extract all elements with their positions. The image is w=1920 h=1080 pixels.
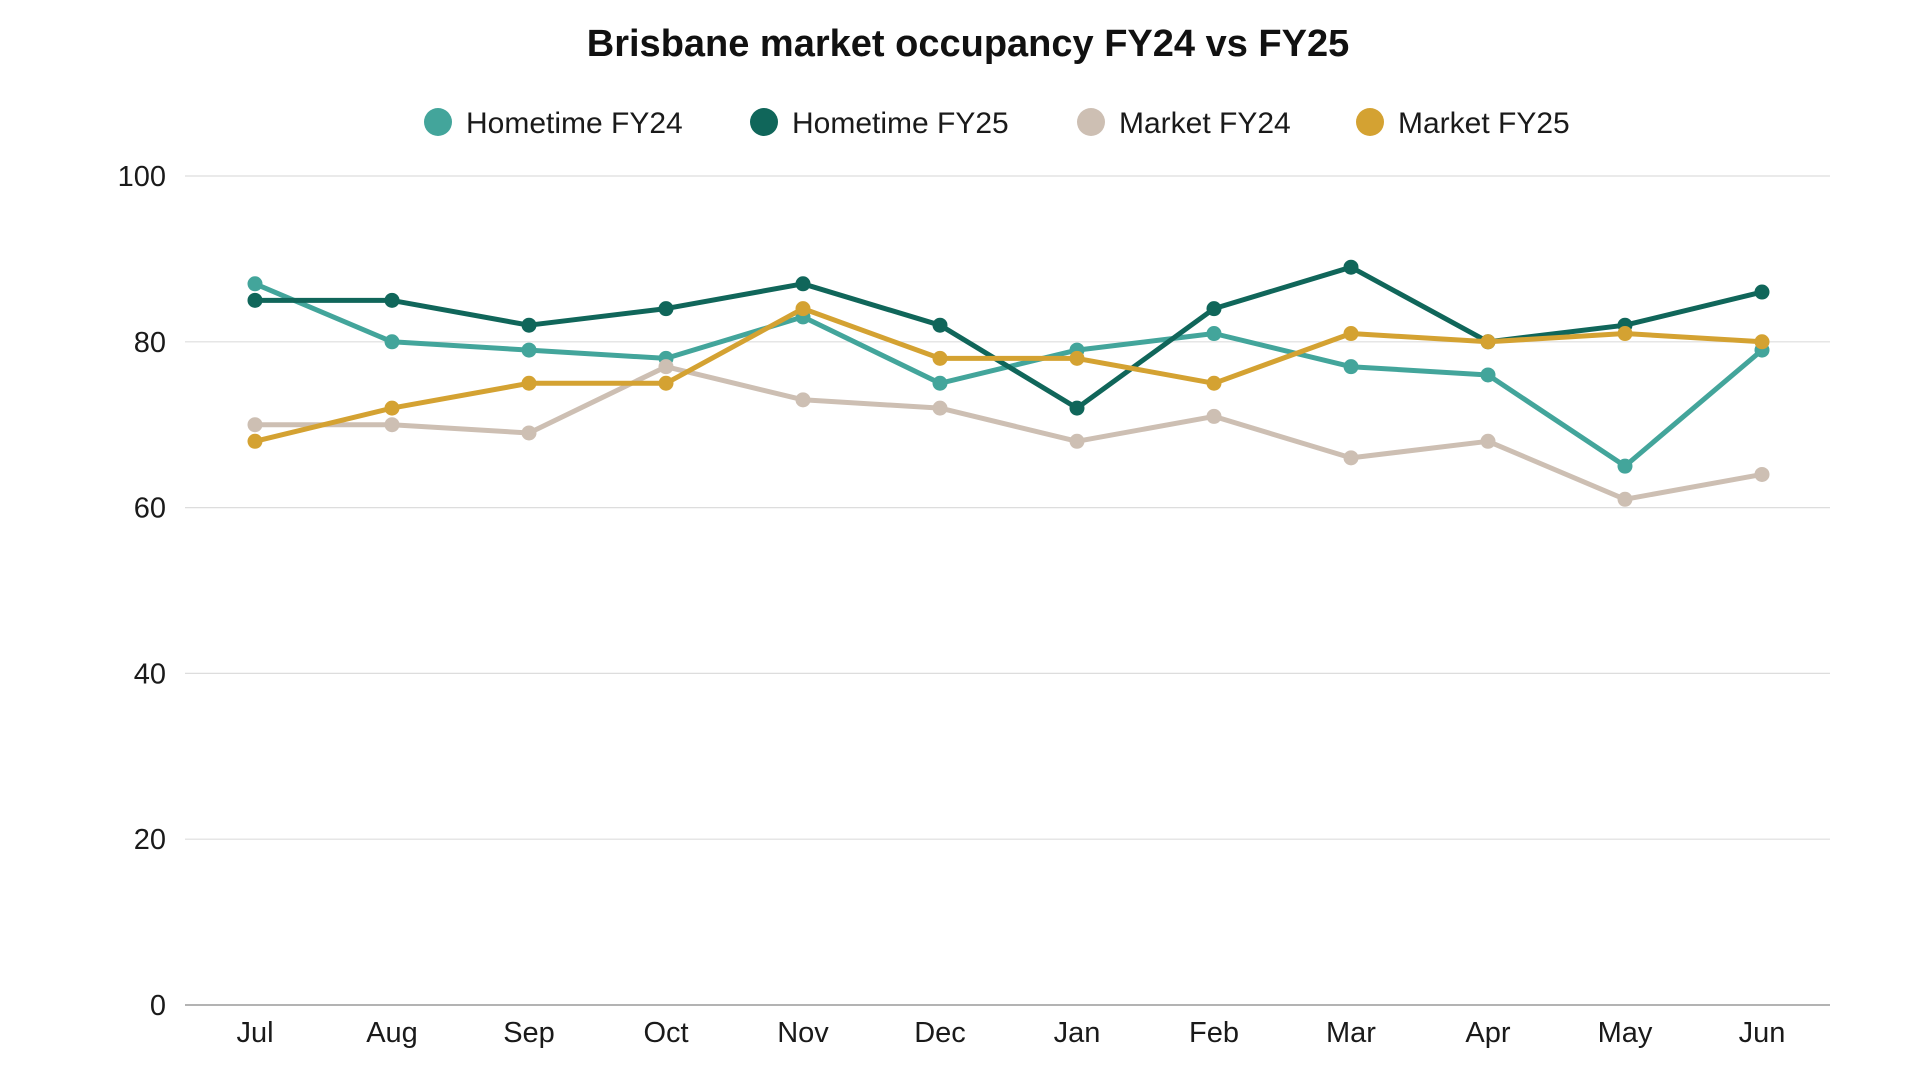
x-tick-label: Jul <box>236 1017 273 1049</box>
x-axis-ticks: Jul Aug Sep Oct Nov Dec Jan Feb Mar Apr May Jun <box>236 1017 1785 1049</box>
data-point <box>1617 458 1633 474</box>
x-tick-label: Oct <box>643 1017 688 1049</box>
legend-label: Hometime FY25 <box>792 107 1009 140</box>
data-point <box>1617 491 1633 507</box>
y-tick-label: 60 <box>134 493 166 525</box>
series-line <box>252 364 1765 502</box>
series <box>247 301 1770 449</box>
legend-item: Hometime FY24 <box>424 107 683 140</box>
x-tick-label: Aug <box>366 1017 418 1049</box>
data-point <box>247 417 263 433</box>
data-point <box>1480 334 1496 350</box>
x-tick-label: Jan <box>1054 1017 1101 1049</box>
data-point <box>1343 326 1359 342</box>
y-tick-label: 40 <box>134 658 166 690</box>
y-axis-ticks: 0 20 40 60 80 100 <box>118 161 166 1022</box>
legend-label: Market FY25 <box>1398 107 1570 140</box>
series <box>247 359 1770 507</box>
data-point <box>1069 350 1085 366</box>
chart-legend: Hometime FY24 Hometime FY25 Market FY24 Mar… <box>424 107 1570 140</box>
data-point <box>521 425 537 441</box>
series-group <box>247 259 1770 507</box>
data-point <box>932 400 948 416</box>
series <box>247 276 1770 474</box>
y-gridlines <box>185 175 1830 1006</box>
x-tick-label: Sep <box>503 1017 555 1049</box>
y-tick-label: 80 <box>134 327 166 359</box>
chart-title: Brisbane market occupancy FY24 vs FY25 <box>587 23 1349 65</box>
data-point <box>1069 433 1085 449</box>
data-point <box>1480 433 1496 449</box>
data-point <box>658 359 674 375</box>
data-point <box>384 334 400 350</box>
data-point <box>932 375 948 391</box>
x-tick-label: Jun <box>1739 1017 1786 1049</box>
data-point <box>1480 367 1496 383</box>
data-point <box>247 276 263 292</box>
data-point <box>1343 259 1359 275</box>
data-point <box>247 433 263 449</box>
legend-marker <box>1077 108 1105 136</box>
x-tick-label: Dec <box>914 1017 966 1049</box>
x-tick-label: Apr <box>1465 1017 1510 1049</box>
legend-marker <box>750 108 778 136</box>
data-point <box>521 375 537 391</box>
data-point <box>1343 359 1359 375</box>
data-point <box>658 301 674 317</box>
x-tick-label: Nov <box>777 1017 829 1049</box>
data-point <box>795 392 811 408</box>
data-point <box>1206 408 1222 424</box>
data-point <box>247 292 263 308</box>
data-point <box>1754 334 1770 350</box>
data-point <box>521 317 537 333</box>
data-point <box>1206 326 1222 342</box>
data-point <box>1617 326 1633 342</box>
y-tick-label: 100 <box>118 161 166 193</box>
legend-item: Hometime FY25 <box>750 107 1009 140</box>
legend-marker <box>424 108 452 136</box>
series-line <box>252 281 1765 469</box>
data-point <box>658 375 674 391</box>
data-point <box>1343 450 1359 466</box>
data-point <box>384 292 400 308</box>
y-tick-label: 20 <box>134 824 166 856</box>
data-point <box>1754 466 1770 482</box>
data-point <box>521 342 537 358</box>
data-point <box>1754 284 1770 300</box>
legend-label: Market FY24 <box>1119 107 1291 140</box>
data-point <box>932 350 948 366</box>
x-tick-label: Feb <box>1189 1017 1239 1049</box>
data-point <box>795 301 811 317</box>
data-point <box>1206 301 1222 317</box>
data-point <box>384 417 400 433</box>
series-line <box>252 306 1765 444</box>
data-point <box>384 400 400 416</box>
y-tick-label: 0 <box>150 990 166 1022</box>
legend-item: Market FY24 <box>1077 107 1291 140</box>
legend-marker <box>1356 108 1384 136</box>
data-point <box>1069 400 1085 416</box>
x-tick-label: May <box>1598 1017 1653 1049</box>
data-point <box>932 317 948 333</box>
data-point <box>1206 375 1222 391</box>
legend-item: Market FY25 <box>1356 107 1570 140</box>
data-point <box>795 276 811 292</box>
x-tick-label: Mar <box>1326 1017 1376 1049</box>
legend-label: Hometime FY24 <box>466 107 683 140</box>
